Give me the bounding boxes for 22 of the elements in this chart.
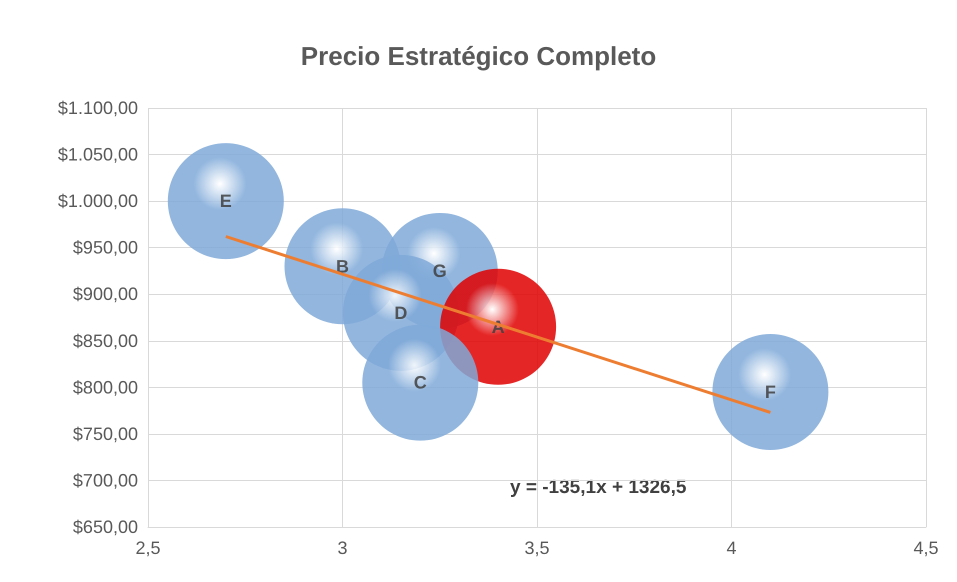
data-label: C <box>414 372 427 393</box>
y-tick-label: $800,00 <box>72 377 138 398</box>
y-tick-label: $950,00 <box>72 238 138 258</box>
x-tick-label: 2,5 <box>135 538 161 558</box>
x-tick-label: 4,5 <box>913 538 939 558</box>
data-label: B <box>336 256 349 276</box>
y-tick-label: $650,00 <box>72 517 138 537</box>
y-tick-label: $850,00 <box>72 330 138 351</box>
x-tick-label: 3 <box>337 538 348 558</box>
y-tick-label: $1.100,00 <box>58 98 138 118</box>
data-label: E <box>220 191 232 212</box>
x-tick-label: 4 <box>726 538 737 558</box>
y-tick-label: $900,00 <box>72 284 138 304</box>
data-label: F <box>764 382 776 402</box>
y-tick-label: $700,00 <box>72 470 138 490</box>
y-tick-label: $1.000,00 <box>58 191 138 212</box>
data-label: G <box>432 260 447 281</box>
x-tick-label: 3,5 <box>524 538 550 558</box>
y-tick-label: $750,00 <box>72 424 138 444</box>
data-label: D <box>394 302 408 323</box>
chart-title: Precio Estratégico Completo <box>300 41 656 71</box>
y-tick-label: $1.050,00 <box>58 144 138 165</box>
